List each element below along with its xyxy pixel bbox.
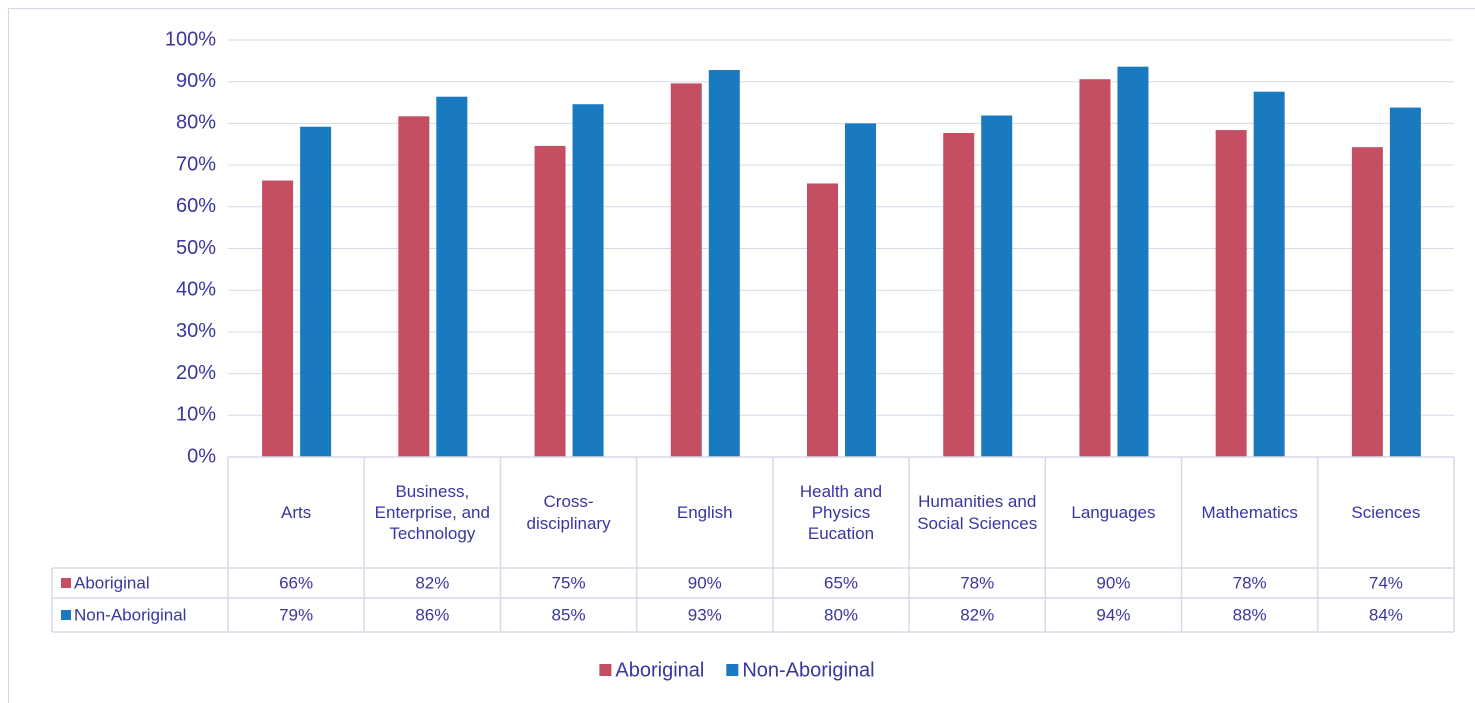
category-label: Arts <box>280 502 312 522</box>
bar <box>845 123 876 458</box>
table-value: 94% <box>1096 605 1130 624</box>
bar <box>1079 79 1111 457</box>
y-tick-label: 0% <box>187 445 216 467</box>
bar <box>1117 66 1149 458</box>
row-header: Non-Aboriginal <box>74 605 186 624</box>
table-cell: Business, Enterprise, and Technology <box>374 481 490 544</box>
table-value: 74% <box>1369 573 1403 592</box>
table-value: 82% <box>960 605 994 624</box>
category-label: English <box>676 502 733 522</box>
table-value: 75% <box>552 573 586 592</box>
y-tick-label: 50% <box>176 237 216 259</box>
bar <box>398 116 430 457</box>
y-tick-label: 30% <box>176 320 216 342</box>
table-value: 84% <box>1369 605 1403 624</box>
table-value: 80% <box>824 605 858 624</box>
table-value: 85% <box>552 605 586 624</box>
table-value: 66% <box>279 573 313 592</box>
bar <box>708 70 740 458</box>
bar <box>981 115 1013 458</box>
table-cell: Arts <box>280 502 312 522</box>
bar <box>1389 107 1421 457</box>
y-tick-label: 70% <box>176 153 216 175</box>
table-cell: English <box>676 502 733 522</box>
table-value: 78% <box>1233 573 1267 592</box>
table-value: 78% <box>960 573 994 592</box>
legend-label: Aboriginal <box>615 659 704 681</box>
category-label: Cross-disciplinary <box>526 492 611 533</box>
table-value: 93% <box>688 605 722 624</box>
table-cell: Languages <box>1071 502 1156 522</box>
bar <box>1215 130 1247 457</box>
bar <box>670 83 702 458</box>
category-label: Health and Physics Eucation <box>799 481 883 544</box>
table-value: 79% <box>279 605 313 624</box>
bar <box>1351 147 1383 457</box>
y-tick-label: 90% <box>176 70 216 92</box>
row-header: Aboriginal <box>74 573 150 592</box>
category-label: Mathematics <box>1201 502 1298 522</box>
table-cell: Mathematics <box>1201 502 1298 522</box>
table-value: 82% <box>415 573 449 592</box>
y-tick-label: 80% <box>176 112 216 134</box>
bar <box>436 96 468 457</box>
bar <box>262 180 294 458</box>
legend-key <box>726 664 739 676</box>
category-label: Languages <box>1071 502 1156 522</box>
table-cell: Cross-disciplinary <box>526 492 611 533</box>
category-label: Sciences <box>1351 502 1421 522</box>
table-value: 90% <box>688 573 722 592</box>
table-value: 86% <box>415 605 449 624</box>
y-tick-label: 60% <box>176 195 216 217</box>
bar <box>943 132 975 457</box>
bar <box>300 126 332 458</box>
bar <box>534 145 566 457</box>
legend-key <box>61 578 71 588</box>
table-value: 65% <box>824 573 858 592</box>
chart-frame <box>8 8 1475 703</box>
legend-key <box>599 664 612 676</box>
y-tick-label: 20% <box>176 362 216 384</box>
table-value: 88% <box>1233 605 1267 624</box>
table-cell: Health and Physics Eucation <box>799 481 883 544</box>
bar <box>1253 91 1285 457</box>
table-cell: Humanities and Social Sciences <box>917 492 1038 533</box>
legend-label: Non-Aboriginal <box>742 659 874 681</box>
legend-key <box>61 610 71 620</box>
bar <box>807 183 838 457</box>
table-cell: Sciences <box>1351 502 1421 522</box>
category-label: Business, Enterprise, and Technology <box>374 481 490 544</box>
bar <box>572 104 604 457</box>
y-tick-label: 100% <box>165 28 216 50</box>
y-tick-label: 10% <box>176 404 216 426</box>
table-value: 90% <box>1096 573 1130 592</box>
y-tick-label: 40% <box>176 278 216 300</box>
category-label: Humanities and Social Sciences <box>917 492 1038 533</box>
